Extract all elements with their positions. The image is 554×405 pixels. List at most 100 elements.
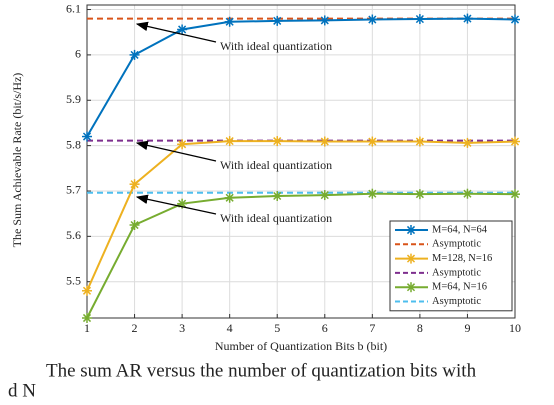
marker — [177, 24, 188, 35]
marker-stroke — [82, 132, 92, 141]
marker-stroke — [415, 14, 424, 24]
marker-stroke — [273, 137, 282, 146]
marker-stroke — [510, 15, 520, 24]
marker — [272, 15, 283, 26]
caption: d N — [8, 380, 36, 400]
marker — [129, 179, 140, 190]
marker-stroke — [415, 137, 424, 146]
x-tick-label: 3 — [179, 321, 185, 335]
marker — [129, 220, 140, 231]
legend-label: Asymptotic — [432, 239, 481, 250]
marker-stroke — [320, 16, 329, 25]
marker-stroke — [82, 286, 92, 295]
y-tick-label: 5.6 — [66, 228, 81, 242]
annotation-arrow — [135, 21, 217, 43]
series-line — [86, 192, 516, 319]
marker — [319, 136, 330, 147]
marker-stroke — [415, 190, 424, 199]
marker — [272, 136, 283, 147]
x-tick-label: 9 — [464, 321, 470, 335]
y-tick-label: 5.9 — [66, 92, 81, 106]
marker — [82, 131, 92, 142]
marker-stroke — [510, 190, 520, 199]
marker-stroke — [82, 313, 92, 323]
y-tick-label: 6 — [75, 47, 81, 61]
x-tick-label: 1 — [84, 321, 90, 335]
marker — [510, 136, 520, 147]
x-tick-label: 7 — [369, 321, 375, 335]
x-tick-label: 4 — [227, 321, 233, 335]
marker-stroke — [463, 138, 472, 147]
marker — [367, 14, 378, 25]
marker-stroke — [178, 140, 187, 149]
legend-label: M=64, N=16 — [432, 282, 487, 293]
marker — [319, 190, 330, 201]
marker — [510, 189, 520, 200]
marker — [510, 14, 520, 25]
y-axis-label: The Sum Achievable Rate (bit/s/Hz) — [10, 73, 24, 248]
marker-stroke — [273, 191, 282, 201]
x-axis-label: Number of Quantization Bits b (bit) — [215, 339, 387, 353]
marker — [462, 137, 473, 148]
marker — [224, 192, 235, 203]
legend-marker — [406, 282, 416, 293]
x-tick-label: 2 — [132, 321, 138, 335]
marker — [414, 189, 425, 200]
plot-frame — [86, 4, 516, 319]
marker — [272, 190, 283, 201]
caption: The sum AR versus the number of quantiza… — [46, 360, 477, 381]
y-tick-label: 5.7 — [66, 183, 81, 197]
marker-stroke — [273, 16, 282, 25]
marker — [414, 14, 425, 25]
series-line — [86, 17, 516, 138]
series-line — [86, 140, 516, 292]
marker-stroke — [463, 189, 472, 198]
marker-stroke — [225, 193, 234, 202]
marker — [224, 16, 235, 27]
marker-stroke — [320, 137, 329, 146]
legend-label: Asymptotic — [432, 296, 481, 307]
marker-stroke — [320, 191, 329, 200]
marker-stroke — [130, 50, 139, 59]
marker — [367, 188, 378, 199]
marker — [82, 313, 92, 323]
marker-stroke — [225, 17, 234, 26]
y-tick-label: 6.1 — [66, 1, 81, 15]
marker — [462, 13, 473, 24]
marker-stroke — [130, 220, 139, 230]
marker-stroke — [368, 137, 377, 146]
annotation-arrow — [135, 140, 217, 162]
annotation-arrow — [135, 194, 217, 215]
legend-box — [389, 220, 513, 312]
marker — [224, 136, 235, 147]
marker — [462, 188, 473, 199]
legend-label: M=128, N=16 — [432, 253, 492, 264]
marker-stroke — [368, 189, 377, 198]
annotation: With ideal quantization — [220, 211, 332, 225]
x-tick-label: 5 — [274, 321, 280, 335]
marker-stroke — [510, 137, 520, 146]
marker — [82, 285, 92, 296]
marker — [414, 136, 425, 147]
legend-marker — [406, 225, 416, 235]
legend-marker — [406, 253, 416, 264]
x-tick-label: 8 — [417, 321, 423, 335]
legend-label: M=64, N=64 — [432, 224, 488, 235]
marker-stroke — [463, 14, 472, 23]
y-tick-label: 5.5 — [66, 273, 81, 287]
marker-stroke — [368, 15, 377, 24]
annotation: With ideal quantization — [220, 158, 332, 172]
y-tick-label: 5.8 — [66, 137, 81, 151]
marker-stroke — [178, 25, 187, 34]
marker — [319, 15, 330, 26]
marker-stroke — [225, 137, 234, 146]
annotation: With ideal quantization — [220, 39, 332, 53]
legend-label: Asymptotic — [432, 267, 481, 278]
x-tick-label: 6 — [322, 321, 328, 335]
marker-stroke — [406, 283, 416, 292]
marker — [177, 139, 188, 150]
marker-stroke — [406, 254, 416, 263]
x-tick-label: 10 — [509, 321, 521, 335]
marker — [129, 49, 140, 60]
